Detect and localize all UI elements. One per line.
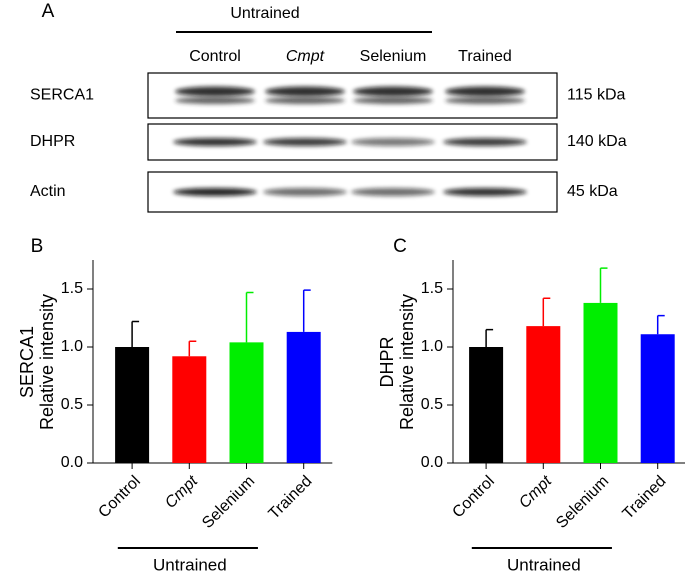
x-tick-label: Control [95, 473, 144, 522]
blot-band [173, 188, 257, 196]
blot-band [263, 138, 347, 146]
x-tick-label: Selenium [199, 473, 258, 532]
error-bar [131, 320, 140, 347]
blot-band [443, 188, 527, 196]
row-label: Actin [30, 183, 66, 200]
size-label: 140 kDa [567, 133, 627, 150]
blot-band [353, 97, 433, 104]
y-tick-label: 1.5 [421, 280, 443, 297]
blot: Control Cmpt Selenium Trained SERCA1 115 kDa D… [30, 48, 627, 213]
blot-band [265, 97, 345, 104]
bar [640, 334, 675, 463]
x-tick-label: Cmpt [162, 472, 201, 511]
group-label: Untrained [153, 555, 227, 574]
bar [526, 326, 561, 463]
y-axis-label: SERCA1 [17, 326, 37, 398]
blot-band [445, 86, 525, 97]
blot-band [175, 97, 255, 104]
x-tick-label: Cmpt [516, 472, 555, 511]
lane-label: Control [189, 48, 241, 65]
error-bar [485, 328, 494, 347]
bar [286, 331, 321, 463]
blot-band [173, 138, 257, 146]
blot-band [351, 138, 435, 146]
x-tick-label: Trained [620, 473, 670, 523]
y-axis-label: Relative intensity [37, 294, 57, 430]
blot-band [443, 138, 527, 146]
row-label: SERCA1 [30, 87, 94, 104]
y-tick-label: 1.0 [61, 338, 83, 355]
y-tick-label: 0.0 [421, 454, 443, 471]
bar [172, 356, 207, 463]
blot-band [353, 86, 433, 97]
lane-label: Selenium [360, 48, 427, 65]
lane-label: Cmpt [286, 48, 325, 65]
lane-label: Trained [458, 48, 512, 65]
panel-label: A [42, 1, 55, 22]
y-tick-label: 0.5 [61, 396, 83, 413]
error-bar [599, 267, 608, 303]
y-tick-label: 0.0 [61, 454, 83, 471]
group-label: Untrained [230, 5, 299, 22]
blot-band [263, 188, 347, 196]
y-axis-label: DHPR [377, 336, 397, 387]
group-label: Untrained [507, 555, 581, 574]
bar [229, 342, 264, 463]
error-bar [245, 291, 254, 343]
error-bar [302, 289, 311, 332]
y-tick-label: 1.5 [61, 280, 83, 297]
blot-band [265, 86, 345, 97]
size-label: 115 kDa [567, 87, 626, 104]
bar [115, 347, 150, 463]
y-tick-label: 0.5 [421, 396, 443, 413]
bar [469, 347, 504, 463]
panel-label: B [31, 236, 44, 257]
size-label: 45 kDa [567, 183, 618, 200]
panel-label: C [393, 236, 407, 257]
blot-band [445, 97, 525, 104]
error-bar [656, 314, 665, 335]
blot-band [175, 86, 255, 97]
y-axis-label: Relative intensity [397, 294, 417, 430]
x-tick-label: Control [449, 473, 498, 522]
error-bar [542, 297, 551, 327]
bar [583, 302, 618, 463]
x-tick-label: Selenium [553, 473, 612, 532]
y-tick-label: 1.0 [421, 338, 443, 355]
blot-band [351, 188, 435, 196]
error-bar [188, 340, 197, 357]
row-label: DHPR [30, 133, 75, 150]
x-tick-label: Trained [266, 473, 316, 523]
